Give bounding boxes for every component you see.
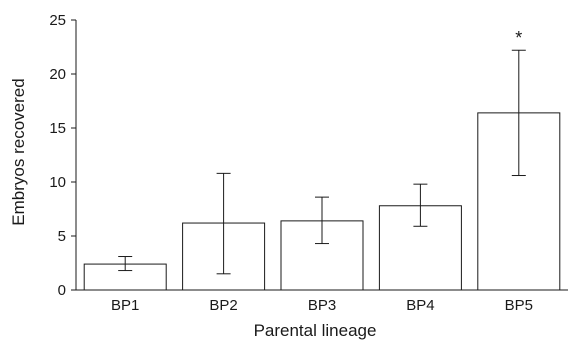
y-tick-label: 25 (49, 12, 66, 29)
y-axis-title: Embryos recovered (9, 78, 28, 225)
x-axis-title: Parental lineage (254, 321, 377, 340)
y-tick-label: 10 (49, 174, 66, 191)
y-ticks-layer: 0 5 10 15 20 25 (49, 12, 76, 299)
y-tick-label: 20 (49, 66, 66, 83)
x-tick-label: BP5 (505, 297, 533, 314)
y-tick-label: 5 (58, 228, 66, 245)
x-tick-label: BP4 (406, 297, 434, 314)
significance-marker: * (515, 28, 522, 48)
y-tick-label: 15 (49, 120, 66, 137)
annotations-layer: * (515, 28, 522, 48)
x-tick-label: BP3 (308, 297, 336, 314)
x-tick-label: BP2 (209, 297, 237, 314)
x-tick-labels-layer: BP1 BP2 BP3 BP4 BP5 (111, 297, 533, 314)
error-bars-layer (118, 50, 526, 274)
x-tick-label: BP1 (111, 297, 139, 314)
y-tick-label: 0 (58, 282, 66, 299)
